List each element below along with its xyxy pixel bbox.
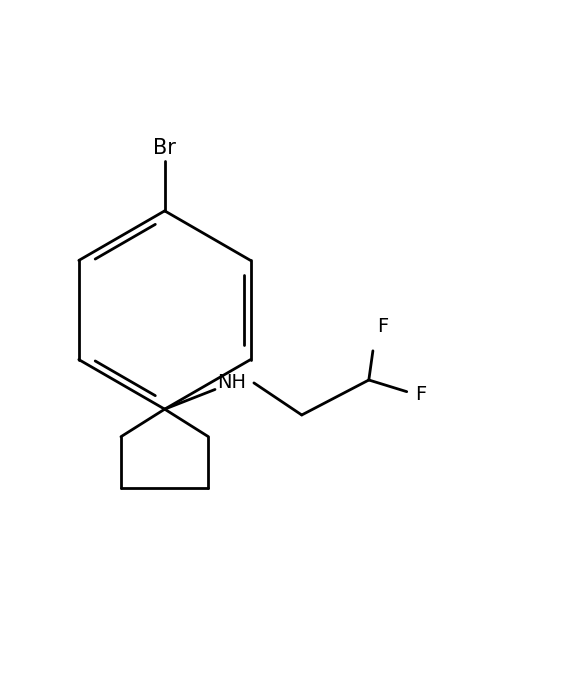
Text: Br: Br <box>154 138 176 158</box>
Text: NH: NH <box>217 373 246 393</box>
Text: F: F <box>415 385 427 404</box>
Text: F: F <box>377 317 389 336</box>
